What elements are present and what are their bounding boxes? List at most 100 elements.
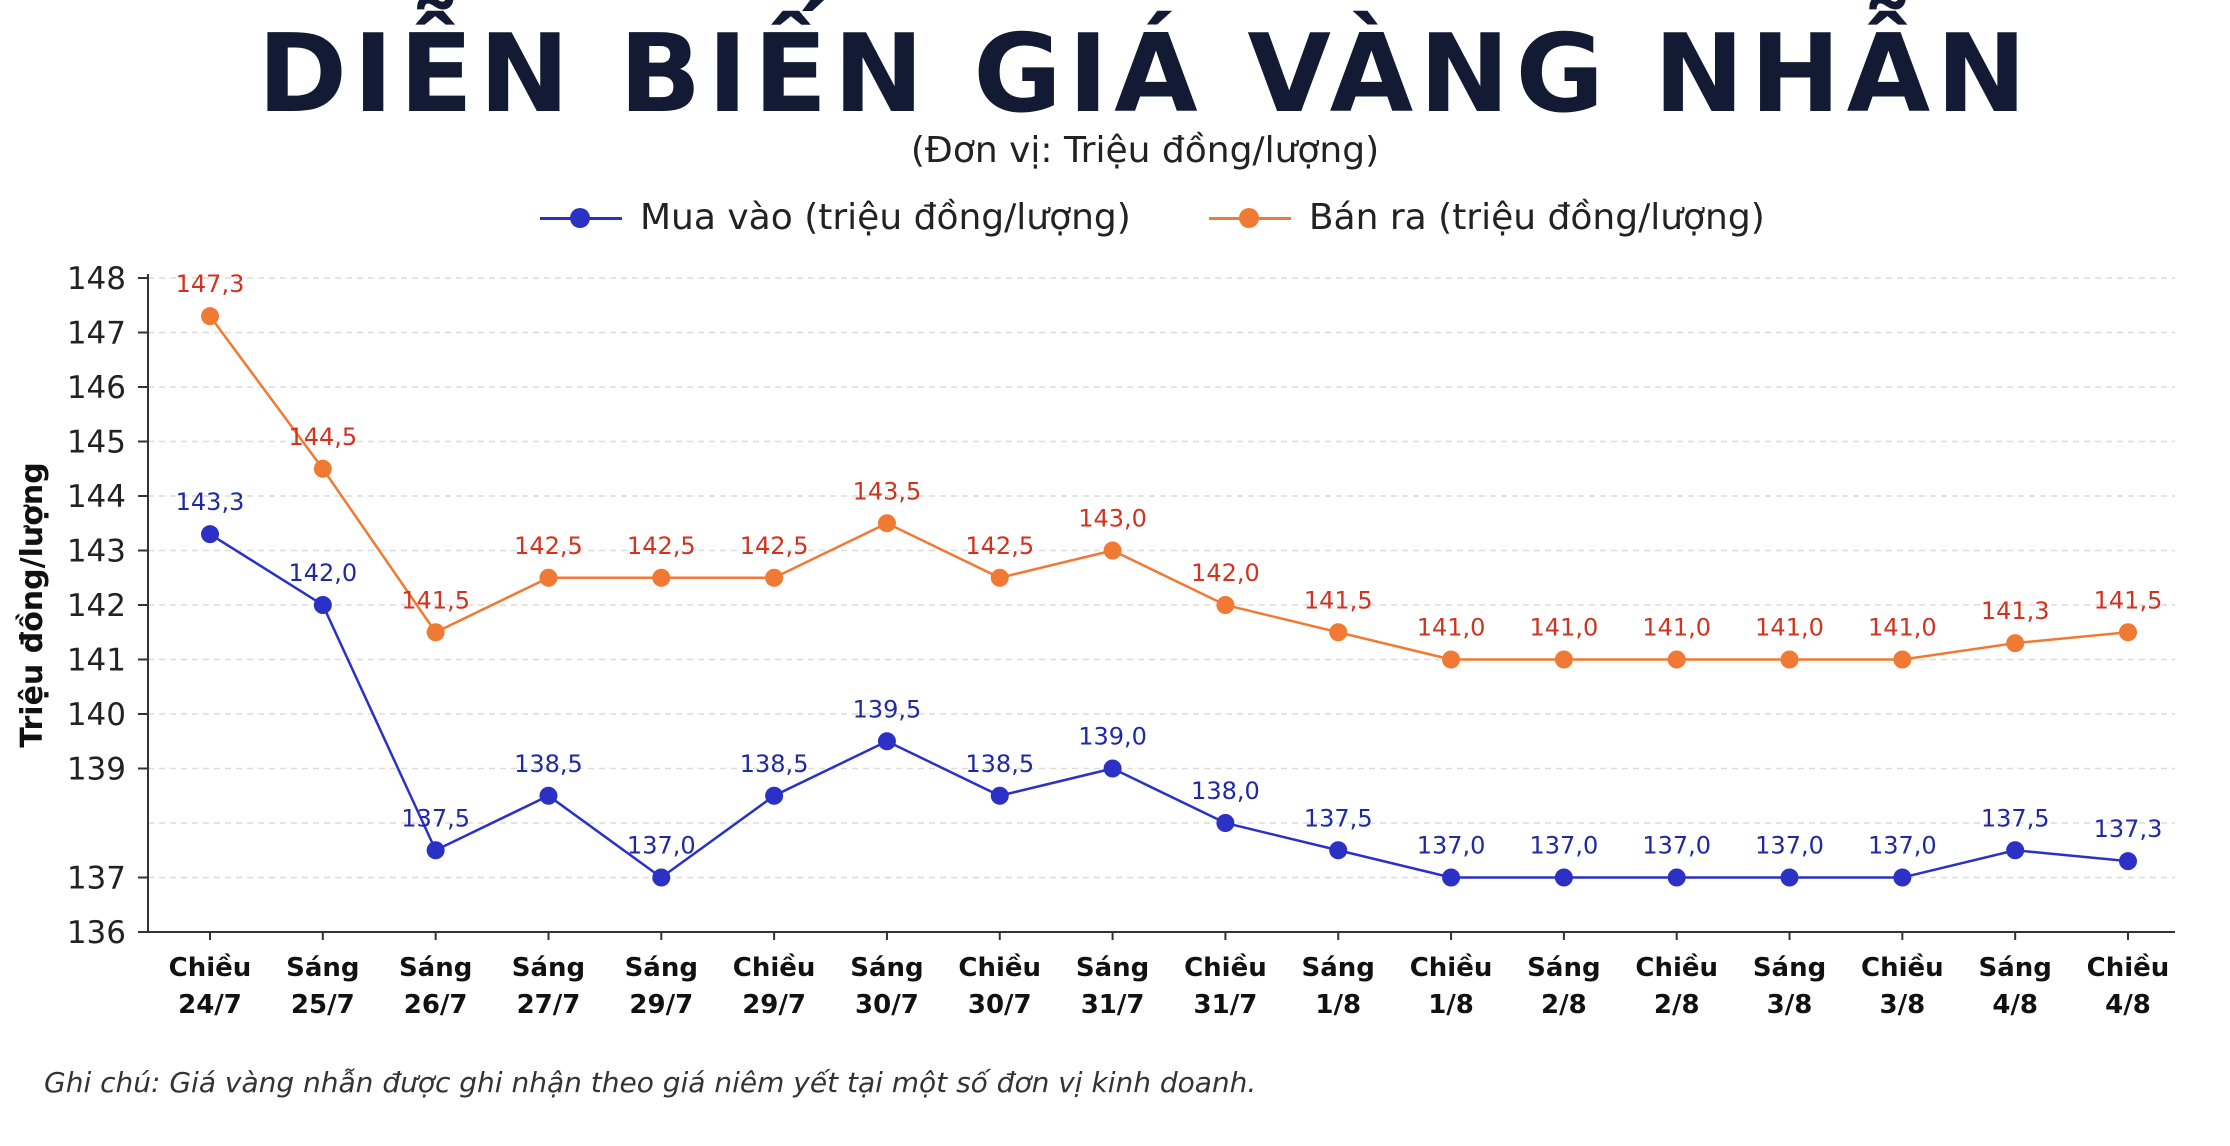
x-tick-label-date: 24/7 — [178, 990, 242, 1020]
data-point-0 — [1103, 759, 1122, 778]
data-label-1: 143,5 — [853, 477, 922, 505]
x-tick-label-date: 27/7 — [517, 990, 581, 1020]
x-tick-label-session: Sáng — [1302, 953, 1375, 983]
x-tick-label-session: Sáng — [1076, 953, 1149, 983]
x-tick-label-session: Chiều — [958, 952, 1041, 983]
data-point-1 — [652, 568, 671, 587]
data-label-0: 138,5 — [514, 750, 583, 778]
data-point-0 — [990, 786, 1009, 805]
y-tick-label: 143 — [67, 534, 126, 570]
data-point-1 — [1780, 650, 1799, 669]
data-point-0 — [765, 786, 784, 805]
chart-title: DIỄN BIẾN GIÁ VÀNG NHẪN — [257, 12, 2033, 137]
data-point-1 — [201, 307, 219, 326]
x-tick-label-date: 3/8 — [1767, 990, 1813, 1020]
x-tick-label-date: 1/8 — [1428, 990, 1474, 1020]
data-label-1: 142,5 — [514, 532, 583, 560]
data-label-0: 137,0 — [627, 832, 696, 860]
data-point-0 — [877, 732, 896, 751]
data-point-0 — [2006, 841, 2025, 860]
y-tick-label: 137 — [67, 861, 126, 897]
legend-item-buy: Mua vào (triệu đồng/lượng) — [540, 197, 1131, 238]
y-tick-label: 147 — [67, 316, 126, 352]
y-tick-label: 141 — [67, 643, 126, 679]
data-point-0 — [652, 868, 671, 887]
data-label-1: 142,5 — [627, 532, 696, 560]
series-line-1 — [208, 315, 2129, 661]
data-label-0: 137,0 — [1755, 832, 1824, 860]
data-label-0: 138,5 — [965, 750, 1034, 778]
x-tick-label-session: Chiều — [169, 952, 252, 983]
x-tick-label-date: 3/8 — [1880, 990, 1926, 1020]
legend-label-buy: Mua vào (triệu đồng/lượng) — [640, 197, 1131, 238]
data-point-1 — [990, 568, 1009, 587]
data-label-0: 137,3 — [2094, 815, 2163, 843]
data-label-0: 138,0 — [1191, 777, 1260, 805]
data-label-1: 142,0 — [1191, 559, 1260, 587]
data-label-1: 142,5 — [965, 532, 1034, 560]
y-tick-label: 139 — [67, 752, 126, 788]
data-point-0 — [313, 596, 332, 614]
x-tick-label-session: Sáng — [512, 953, 585, 983]
x-tick-label-session: Chiều — [733, 952, 816, 983]
y-tick-label: 136 — [67, 915, 126, 951]
chart-subtitle: (Đơn vị: Triệu đồng/lượng) — [910, 130, 1380, 171]
chart-note: Ghi chú: Giá vàng nhẫn được ghi nhận the… — [44, 1066, 1257, 1099]
data-label-1: 141,0 — [1868, 614, 1937, 642]
data-point-1 — [313, 459, 332, 478]
data-point-1 — [1329, 623, 1348, 642]
data-label-0: 139,0 — [1078, 723, 1147, 751]
data-point-1 — [2119, 623, 2137, 642]
series-line-0 — [209, 533, 2129, 880]
x-tick-label-session: Sáng — [1527, 953, 1600, 983]
data-label-1: 141,5 — [1304, 586, 1373, 614]
y-tick-label: 145 — [67, 425, 126, 461]
legend-marker-buy — [540, 207, 622, 228]
data-point-0 — [1780, 868, 1799, 887]
x-tick-label-session: Chiều — [1861, 952, 1944, 983]
legend-item-sell: Bán ra (triệu đồng/lượng) — [1208, 197, 1765, 238]
data-label-0: 137,5 — [1304, 804, 1373, 832]
x-tick-label-date: 30/7 — [855, 990, 919, 1020]
data-point-0 — [426, 841, 445, 860]
x-tick-label-session: Chiều — [1410, 952, 1493, 983]
x-tick-label-date: 4/8 — [1992, 990, 2038, 1020]
data-label-0: 142,0 — [288, 559, 357, 587]
data-label-1: 141,3 — [1981, 597, 2050, 625]
x-tick-label-date: 31/7 — [1081, 990, 1145, 1020]
x-tick-label-session: Sáng — [286, 953, 359, 983]
y-tick-label: 148 — [67, 261, 126, 297]
data-point-1 — [877, 514, 896, 533]
data-point-1 — [1554, 650, 1573, 669]
x-tick-label-date: 31/7 — [1194, 990, 1258, 1020]
data-label-1: 141,0 — [1755, 614, 1824, 642]
data-label-1: 141,0 — [1417, 614, 1486, 642]
x-tick-label-date: 2/8 — [1654, 990, 1700, 1020]
data-label-1: 141,5 — [401, 586, 470, 614]
x-tick-label-session: Chiều — [1184, 952, 1267, 983]
x-tick-label-session: Sáng — [1978, 953, 2051, 983]
data-label-0: 137,5 — [1981, 804, 2050, 832]
data-point-0 — [1893, 868, 1912, 887]
x-tick-label-session: Sáng — [1753, 953, 1826, 983]
x-tick-label-session: Sáng — [625, 953, 698, 983]
data-point-0 — [1667, 868, 1686, 887]
data-label-1: 141,0 — [1530, 614, 1599, 642]
y-tick-label: 146 — [67, 370, 126, 406]
y-tick-label: 140 — [67, 697, 126, 733]
legend-marker-sell — [1208, 207, 1291, 228]
data-label-1: 144,5 — [288, 423, 357, 451]
data-point-0 — [1329, 841, 1348, 860]
data-point-0 — [1554, 868, 1573, 887]
data-point-1 — [1103, 541, 1122, 560]
x-tick-label-date: 29/7 — [742, 990, 806, 1020]
data-label-0: 137,0 — [1642, 832, 1711, 860]
data-point-1 — [1216, 596, 1235, 614]
y-tick-label: 144 — [67, 479, 126, 515]
line-chart: 136 137 139 140 141 142 143 144 145 146 147 148 Triệ… — [15, 261, 2175, 1020]
x-tick-label-date: 30/7 — [968, 990, 1032, 1020]
data-label-0: 137,5 — [401, 804, 470, 832]
data-point-1 — [426, 623, 445, 642]
data-label-1: 142,5 — [740, 532, 809, 560]
data-label-1: 141,5 — [2094, 586, 2163, 614]
